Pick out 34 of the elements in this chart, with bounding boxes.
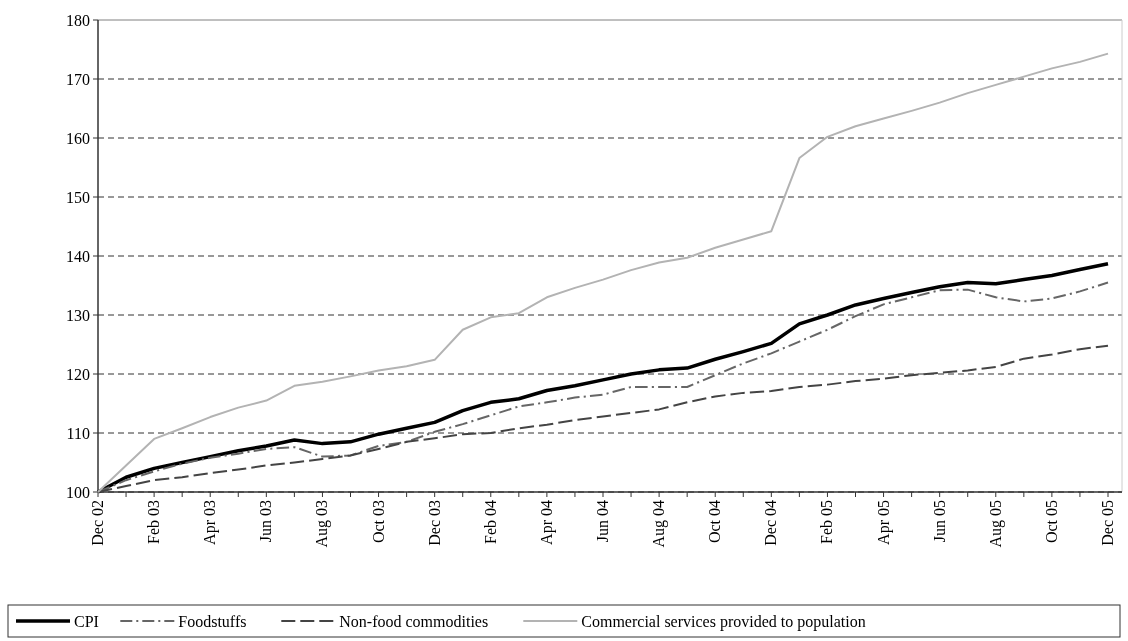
x-tick-label: Apr 03 (201, 500, 220, 545)
y-tick-label: 100 (66, 483, 90, 501)
legend-label: CPI (74, 612, 99, 630)
x-tick-label: Oct 05 (1042, 500, 1060, 544)
x-tick-label: Dec 03 (425, 500, 443, 546)
legend-label: Foodstuffs (178, 612, 247, 630)
y-tick-label: 120 (66, 365, 90, 383)
y-tick-label: 180 (66, 11, 90, 29)
legend-label: Commercial services provided to population (581, 612, 866, 631)
x-tick-label: Oct 04 (706, 500, 724, 544)
line-series (97, 52, 1109, 493)
x-tick-label: Apr 05 (874, 500, 893, 545)
y-tick-label: 140 (66, 247, 90, 265)
x-tick-label: Feb 04 (481, 500, 499, 544)
x-tick-label: Apr 04 (537, 500, 556, 545)
x-tick-label: Aug 03 (313, 500, 332, 548)
y-tick-label: 170 (66, 70, 90, 88)
y-tick-label: 130 (66, 306, 90, 324)
x-tick-label: Aug 05 (986, 500, 1005, 548)
x-tick-label: Jun 04 (594, 500, 611, 543)
x-tick-label: Feb 05 (818, 500, 836, 544)
y-tick-label: 150 (66, 188, 90, 206)
legend-label: Non-food commodities (339, 612, 489, 630)
line-series (97, 344, 1109, 493)
x-tick-label: Jun 03 (257, 500, 275, 543)
y-tick-label: 110 (66, 424, 90, 442)
x-tick-label: Jun 05 (930, 500, 948, 543)
x-tick-label: Oct 03 (369, 500, 387, 544)
y-tick-label: 160 (66, 129, 90, 147)
x-tick-label: Dec 04 (762, 500, 780, 546)
x-tick-label: Dec 05 (1099, 500, 1116, 546)
x-tick-label: Aug 04 (650, 500, 669, 548)
x-tick-label: Dec 02 (89, 500, 106, 546)
x-tick-label: Feb 03 (145, 500, 163, 544)
